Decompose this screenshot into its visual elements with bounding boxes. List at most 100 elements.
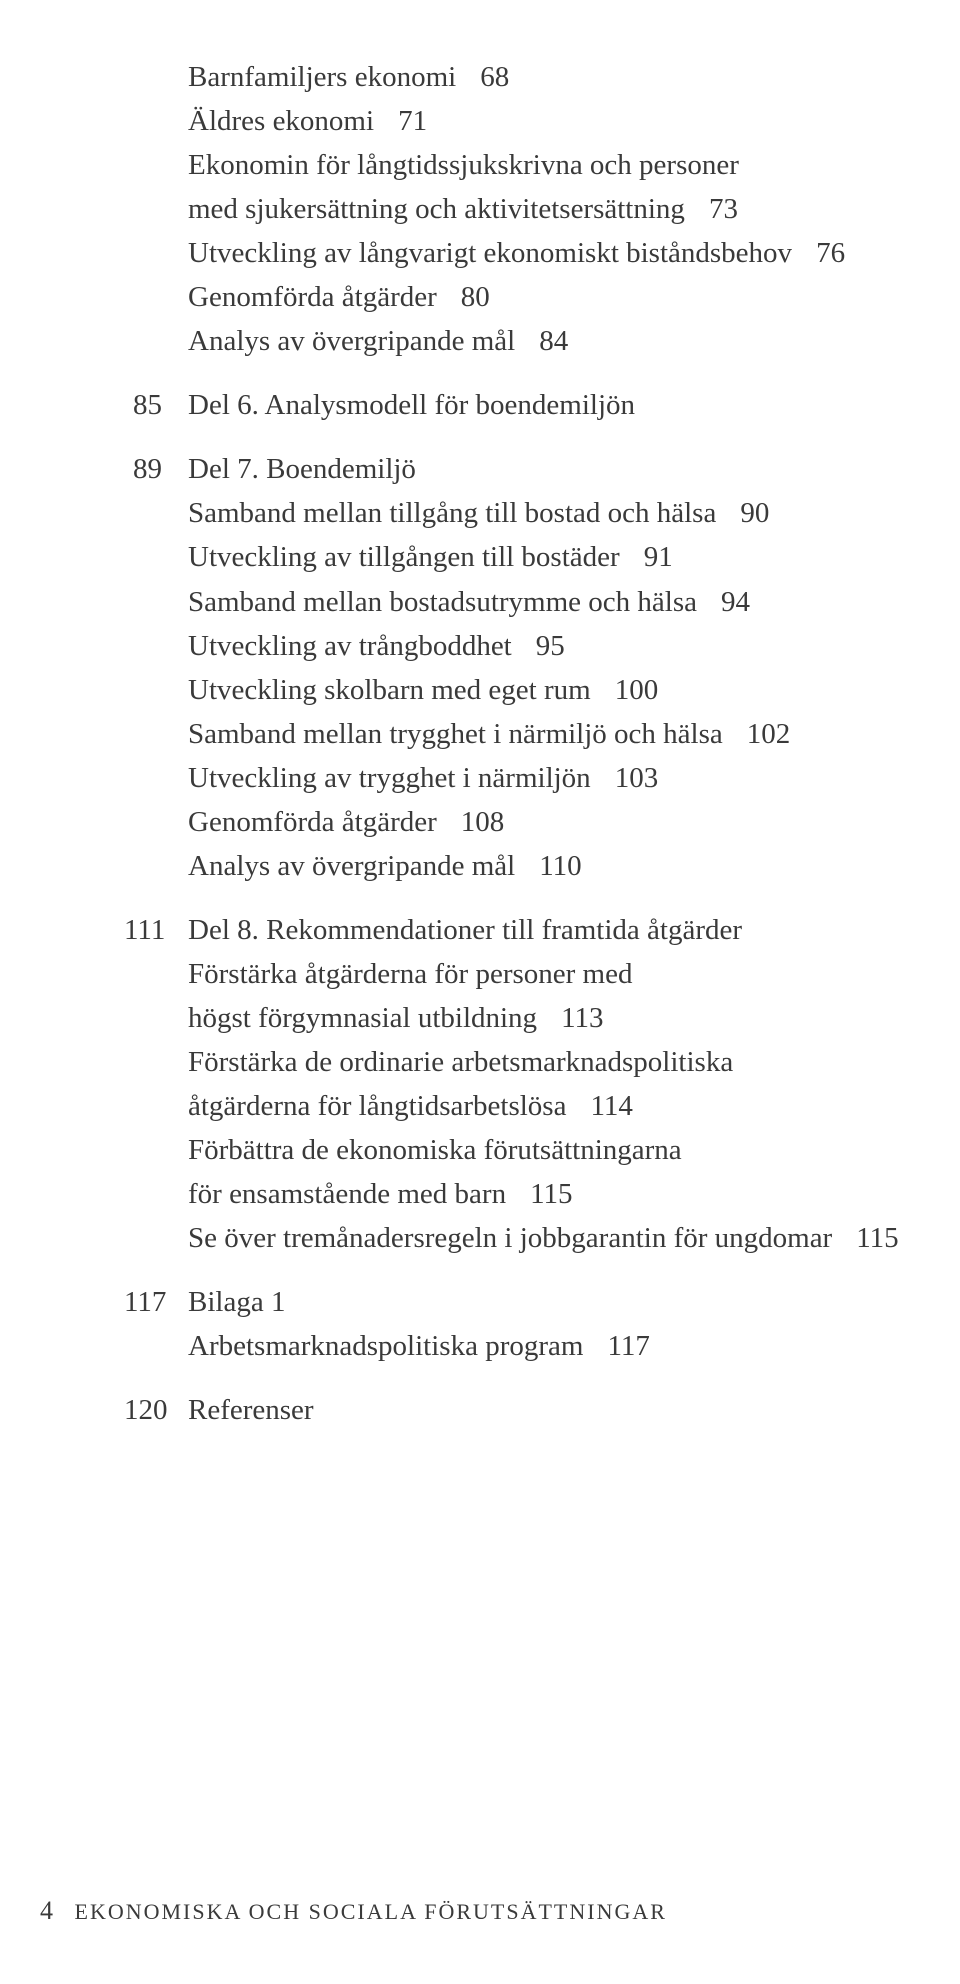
toc-sub-text: Förstärka de ordinarie arbetsmarknadspol…	[188, 1046, 733, 1078]
toc-subentry: Samband mellan bostadsutrymme och hälsa9…	[124, 581, 920, 623]
toc-sub-page: 115	[530, 1173, 572, 1215]
toc-subentry: Förstärka åtgärderna för personer med	[124, 953, 920, 995]
toc-subentry: Genomförda åtgärder80	[124, 276, 920, 318]
toc-textcol: högst förgymnasial utbildning 113	[188, 997, 920, 1039]
toc-textcol: Utveckling av långvarigt ekonomiskt bist…	[188, 232, 920, 274]
toc-subentry: för ensamstående med barn 115	[124, 1173, 920, 1215]
toc-sub-text: åtgärderna för långtidsarbetslösa	[188, 1090, 566, 1122]
toc-section-textcol: Del 8. Rekommendationer till framtida åt…	[188, 909, 920, 951]
toc-subentry: Genomförda åtgärder 108	[124, 801, 920, 843]
toc-sub-text: med sjukersättning och aktivitetsersättn…	[188, 193, 685, 225]
toc-subentry: Utveckling skolbarn med eget rum 100	[124, 669, 920, 711]
toc-textcol: åtgärderna för långtidsarbetslösa 114	[188, 1085, 920, 1127]
toc-sub-page: 71	[398, 100, 427, 142]
toc-textcol: Se över tremånadersregeln i jobbgarantin…	[188, 1217, 920, 1259]
toc-sub-page: 113	[561, 997, 603, 1039]
toc-textcol: Förbättra de ekonomiska förutsättningarn…	[188, 1129, 920, 1171]
toc-sub-text: Ekonomin för långtidssjukskrivna och per…	[188, 149, 739, 181]
toc-sub-page: 73	[709, 188, 738, 230]
page-footer: 4 EKONOMISKA OCH SOCIALA FÖRUTSÄTTNINGAR	[40, 1896, 667, 1926]
toc-textcol: Utveckling av trångboddhet95	[188, 625, 920, 667]
toc-sub-page: 114	[590, 1085, 632, 1127]
toc-sub-page: 103	[615, 757, 659, 799]
toc-sub-page: 102	[747, 713, 791, 755]
toc-sub-text: Förstärka åtgärderna för personer med	[188, 958, 632, 990]
toc-sub-text: Samband mellan trygghet i närmiljö och h…	[188, 718, 723, 750]
toc-textcol: Förstärka åtgärderna för personer med	[188, 953, 920, 995]
toc-sub-text: Utveckling av tillgången till bostäder	[188, 541, 620, 573]
toc-textcol: Förstärka de ordinarie arbetsmarknadspol…	[188, 1041, 920, 1083]
toc-textcol: för ensamstående med barn 115	[188, 1173, 920, 1215]
toc-subentry: Utveckling av tillgången till bostäder 91	[124, 536, 920, 578]
toc-section-title: Bilaga 1	[188, 1286, 285, 1318]
toc-textcol: Genomförda åtgärder80	[188, 276, 920, 318]
toc-section-title: Del 8. Rekommendationer till framtida åt…	[188, 914, 742, 946]
toc-textcol: Utveckling skolbarn med eget rum 100	[188, 669, 920, 711]
toc-textcol: Utveckling av trygghet i närmiljön 103	[188, 757, 920, 799]
toc-section-textcol: Bilaga 1	[188, 1281, 920, 1323]
toc-section-title: Del 7. Boendemiljö	[188, 453, 416, 485]
toc-sub-text: Utveckling skolbarn med eget rum	[188, 674, 591, 706]
toc-subentry: Utveckling av långvarigt ekonomiskt bist…	[124, 232, 920, 274]
toc-textcol: Ekonomin för långtidssjukskrivna och per…	[188, 144, 920, 186]
toc-subentry: Äldres ekonomi71	[124, 100, 920, 142]
toc-subentry: Barnfamiljers ekonomi68	[124, 56, 920, 98]
toc-sub-page: 108	[461, 801, 505, 843]
toc-section-textcol: Del 7. Boendemiljö	[188, 448, 920, 490]
toc-sub-page: 110	[539, 845, 581, 887]
toc-section-page: 117	[124, 1281, 188, 1323]
toc-sub-text: Se över tremånadersregeln i jobbgarantin…	[188, 1222, 832, 1254]
toc-subentry: Analys av övergripande mål 84	[124, 320, 920, 362]
toc-sub-text: högst förgymnasial utbildning	[188, 1002, 537, 1034]
toc-section: 89Del 7. Boendemiljö	[124, 448, 920, 490]
toc-subentry: Förbättra de ekonomiska förutsättningarn…	[124, 1129, 920, 1171]
toc-sub-page: 84	[539, 320, 568, 362]
toc-textcol: Samband mellan bostadsutrymme och hälsa9…	[188, 581, 920, 623]
toc-sub-text: Samband mellan tillgång till bostad och …	[188, 497, 716, 529]
toc-textcol: Analys av övergripande mål 84	[188, 320, 920, 362]
toc-subentry: högst förgymnasial utbildning 113	[124, 997, 920, 1039]
toc-section-textcol: Del 6. Analysmodell för boendemiljön	[188, 384, 920, 426]
toc-sub-text: Utveckling av trygghet i närmiljön	[188, 762, 591, 794]
toc-sub-text: Utveckling av trångboddhet	[188, 630, 512, 662]
toc-section-page: 120	[124, 1389, 188, 1431]
toc-section: 111Del 8. Rekommendationer till framtida…	[124, 909, 920, 951]
toc-sub-text: Arbetsmarknadspolitiska program	[188, 1330, 583, 1362]
footer-page-number: 4	[40, 1896, 53, 1925]
toc-subentry: åtgärderna för långtidsarbetslösa 114	[124, 1085, 920, 1127]
toc-section: 85Del 6. Analysmodell för boendemiljön	[124, 384, 920, 426]
toc-textcol: Barnfamiljers ekonomi68	[188, 56, 920, 98]
toc-sub-text: Analys av övergripande mål	[188, 850, 515, 882]
toc-sub-text: Förbättra de ekonomiska förutsättningarn…	[188, 1134, 682, 1166]
footer-running-title: EKONOMISKA OCH SOCIALA FÖRUTSÄTTNINGAR	[75, 1899, 667, 1924]
toc-section-page: 111	[124, 909, 188, 951]
toc-subentry: Se över tremånadersregeln i jobbgarantin…	[124, 1217, 920, 1259]
toc-subentry: Utveckling av trygghet i närmiljön 103	[124, 757, 920, 799]
toc-sub-page: 100	[615, 669, 659, 711]
toc-sub-text: för ensamstående med barn	[188, 1178, 506, 1210]
toc-section-page: 85	[124, 384, 188, 426]
toc-sub-text: Genomförda åtgärder	[188, 806, 437, 838]
toc-textcol: Äldres ekonomi71	[188, 100, 920, 142]
toc-sub-page: 117	[607, 1325, 649, 1367]
toc-content: Barnfamiljers ekonomi68Äldres ekonomi71 E…	[124, 56, 920, 1433]
toc-sub-text: Analys av övergripande mål	[188, 325, 515, 357]
toc-sub-text: Samband mellan bostadsutrymme och hälsa	[188, 586, 697, 618]
toc-textcol: Utveckling av tillgången till bostäder 91	[188, 536, 920, 578]
toc-textcol: Genomförda åtgärder 108	[188, 801, 920, 843]
toc-textcol: Arbetsmarknadspolitiska program 117	[188, 1325, 920, 1367]
toc-sub-page: 91	[644, 536, 673, 578]
toc-sub-text: Utveckling av långvarigt ekonomiskt bist…	[188, 237, 792, 269]
toc-section-title: Referenser	[188, 1394, 314, 1426]
toc-section-textcol: Referenser	[188, 1389, 920, 1431]
toc-textcol: med sjukersättning och aktivitetsersättn…	[188, 188, 920, 230]
toc-textcol: Analys av övergripande mål 110	[188, 845, 920, 887]
toc-subentry: Arbetsmarknadspolitiska program 117	[124, 1325, 920, 1367]
toc-subentry: Utveckling av trångboddhet95	[124, 625, 920, 667]
toc-textcol: Samband mellan tillgång till bostad och …	[188, 492, 920, 534]
toc-subentry: Analys av övergripande mål 110	[124, 845, 920, 887]
toc-sub-page: 68	[480, 56, 509, 98]
toc-subentry: Samband mellan trygghet i närmiljö och h…	[124, 713, 920, 755]
toc-sub-text: Genomförda åtgärder	[188, 281, 437, 313]
toc-subentry: Ekonomin för långtidssjukskrivna och per…	[124, 144, 920, 186]
